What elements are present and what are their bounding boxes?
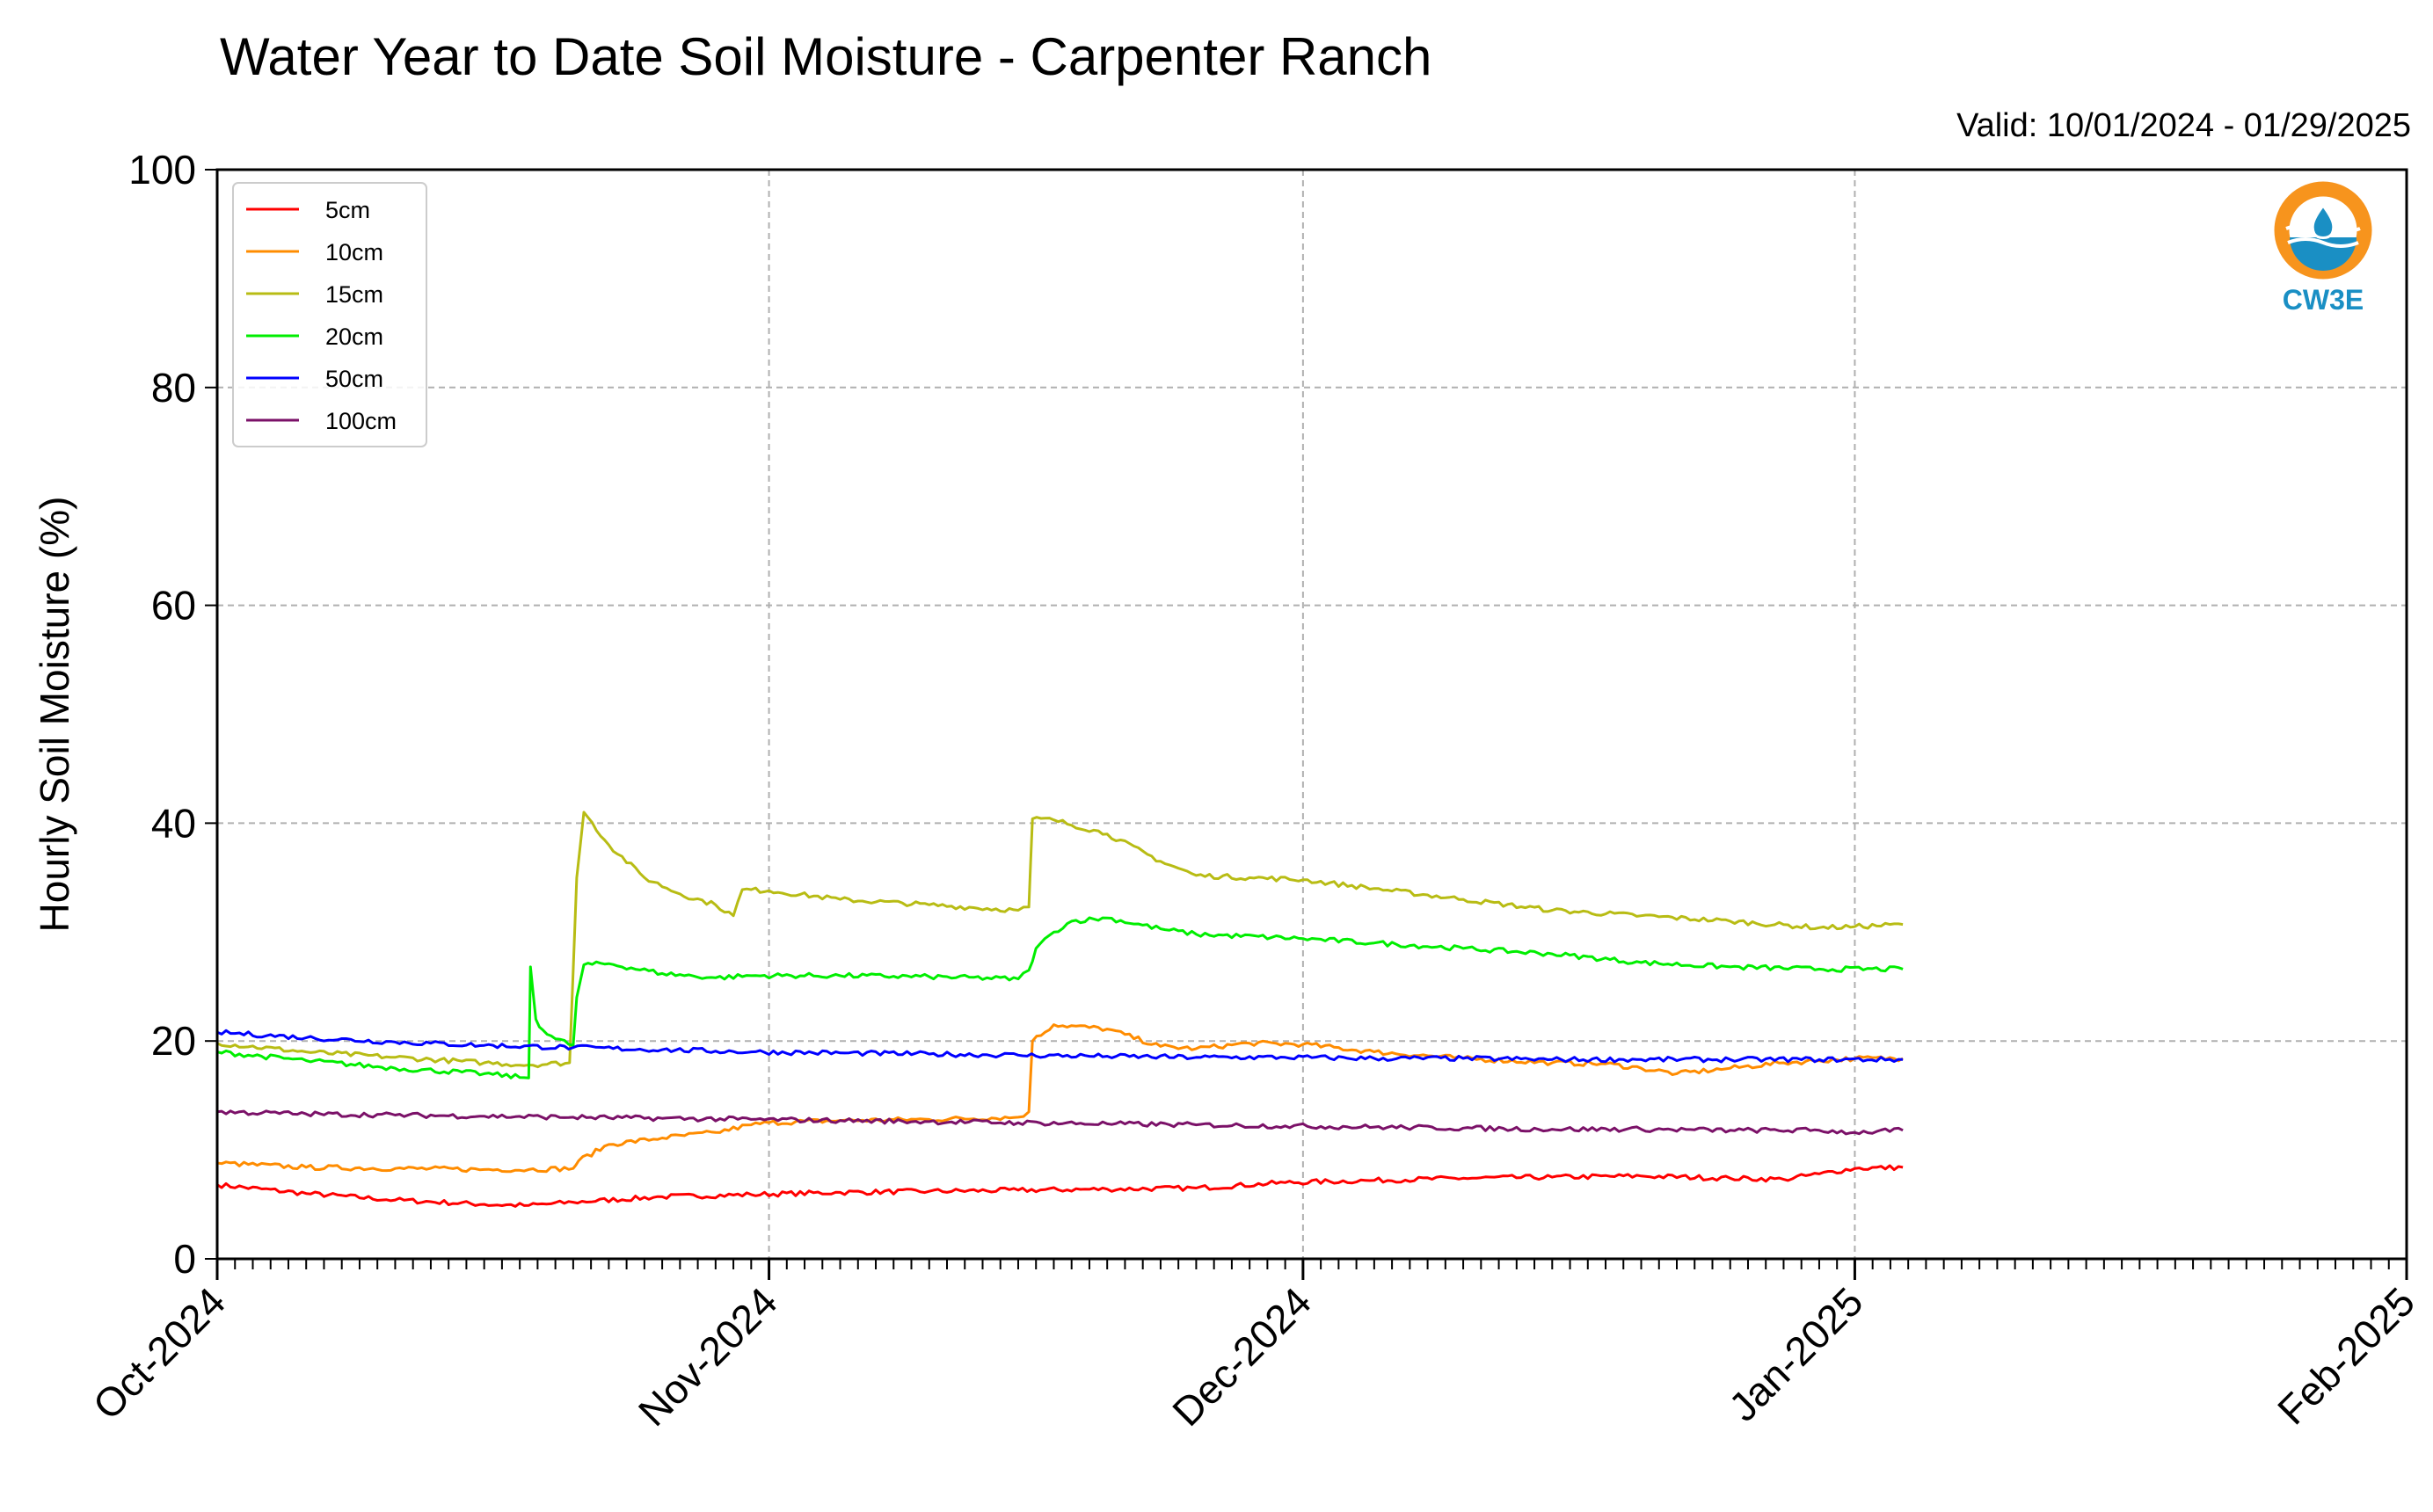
y-axis-label: Hourly Soil Moisture (%): [32, 497, 77, 933]
legend-label: 100cm: [325, 408, 397, 434]
x-tick-label: Feb-2025: [2269, 1278, 2423, 1433]
series-line-10cm: [216, 1023, 1904, 1174]
series-line-5cm: [216, 1164, 1904, 1208]
legend-label: 20cm: [325, 323, 383, 350]
legend-label: 5cm: [325, 197, 370, 223]
logo-text: CW3E: [2283, 284, 2364, 316]
series-line-100cm: [216, 1109, 1904, 1136]
legend-label: 15cm: [325, 281, 383, 308]
legend-label: 10cm: [325, 239, 383, 265]
legend: 5cm 10cm 15cm 20cm 50cm 100cm: [232, 182, 427, 447]
y-tick-label: 20: [151, 1018, 196, 1064]
series-layer: [216, 811, 1904, 1208]
x-tick-label: Jan-2025: [1720, 1278, 1871, 1429]
y-tick-label: 60: [151, 583, 196, 629]
series-line-20cm: [216, 916, 1904, 1079]
series-line-50cm: [216, 1029, 1904, 1064]
x-tick-label: Dec-2024: [1163, 1278, 1320, 1435]
y-tick-label: 80: [151, 365, 196, 411]
x-tick-label: Oct-2024: [84, 1278, 235, 1428]
plot-frame: [215, 168, 2408, 1261]
x-tick-label: Nov-2024: [630, 1278, 786, 1435]
chart-title: Water Year to Date Soil Moisture - Carpe…: [220, 27, 1432, 86]
y-tick-label: 40: [151, 800, 196, 846]
series-line-15cm: [216, 811, 1904, 1069]
chart-subtitle: Valid: 10/01/2024 - 01/29/2025: [1956, 107, 2411, 144]
y-tick-label: 0: [173, 1236, 196, 1282]
cw3e-logo: CW3E: [2274, 181, 2372, 316]
grid-layer: [217, 170, 2407, 1259]
y-tick-label: 100: [128, 147, 196, 193]
legend-box: [232, 182, 427, 447]
legend-label: 50cm: [325, 366, 383, 392]
